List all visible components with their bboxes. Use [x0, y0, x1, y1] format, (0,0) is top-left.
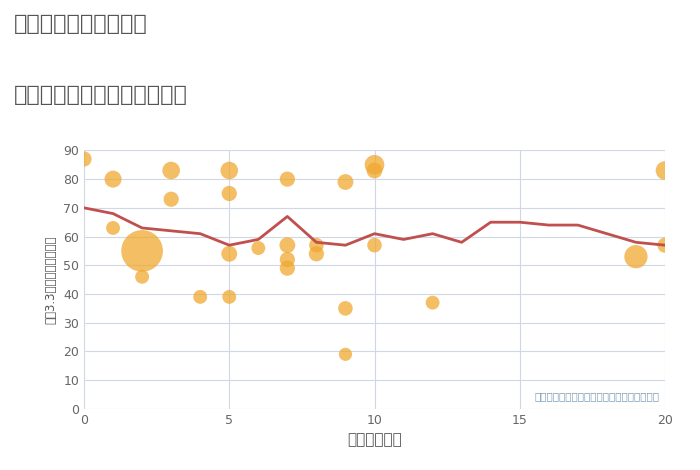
Point [108, 175, 119, 183]
Point [659, 167, 671, 174]
Point [340, 178, 351, 186]
Point [224, 293, 235, 301]
Point [78, 155, 90, 163]
Point [165, 196, 176, 203]
X-axis label: 駅距離（分）: 駅距離（分） [347, 432, 402, 447]
Point [136, 247, 148, 255]
Point [195, 293, 206, 301]
Point [311, 242, 322, 249]
Point [136, 273, 148, 281]
Text: 駅距離別中古マンション価格: 駅距離別中古マンション価格 [14, 85, 188, 105]
Point [311, 250, 322, 258]
Point [659, 242, 671, 249]
Point [340, 305, 351, 312]
Y-axis label: 坪（3.3㎡）単価（万円）: 坪（3.3㎡）単価（万円） [45, 235, 57, 324]
Point [224, 190, 235, 197]
Point [253, 244, 264, 252]
Point [369, 167, 380, 174]
Point [224, 250, 235, 258]
Point [108, 224, 119, 232]
Point [281, 175, 293, 183]
Point [340, 351, 351, 358]
Text: 円の大きさは、取引のあった物件面積を示す: 円の大きさは、取引のあった物件面積を示す [534, 391, 659, 401]
Point [427, 299, 438, 306]
Point [165, 167, 176, 174]
Point [281, 265, 293, 272]
Point [369, 242, 380, 249]
Point [224, 167, 235, 174]
Point [281, 256, 293, 263]
Point [281, 242, 293, 249]
Text: 三重県松阪市豊原町の: 三重県松阪市豊原町の [14, 14, 148, 34]
Point [369, 161, 380, 169]
Point [631, 253, 642, 260]
